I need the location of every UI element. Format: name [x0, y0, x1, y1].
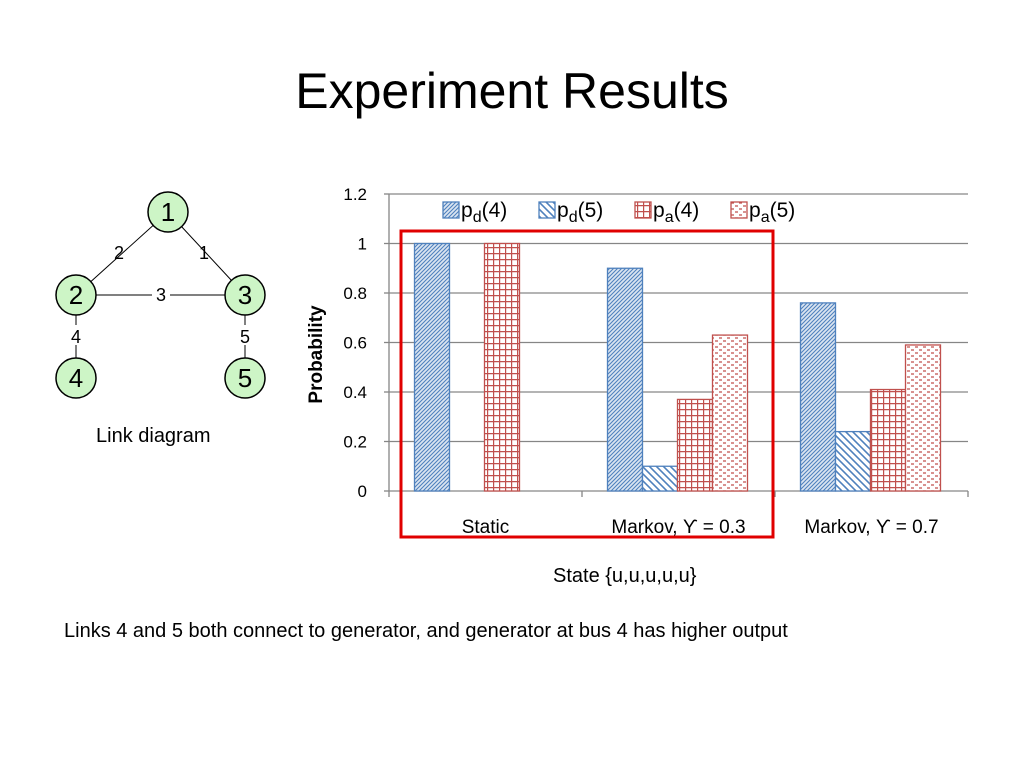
bar — [676, 398, 714, 492]
y-tick-label: 0.4 — [343, 383, 367, 402]
node-5-label: 5 — [238, 363, 252, 393]
node-1 — [147, 191, 189, 233]
link-label-5: 5 — [240, 327, 250, 347]
node-2-label: 2 — [69, 280, 83, 310]
legend-swatch — [538, 201, 556, 219]
footnote-text: Links 4 and 5 both connect to generator,… — [64, 620, 788, 642]
probability-bar-chart: 0 0.2 0.4 0.6 0.8 1 1.2 Probability Static Markov… — [306, 185, 969, 539]
bar — [483, 242, 521, 492]
y-tick-label: 0 — [358, 482, 367, 501]
link-label-3: 3 — [156, 285, 166, 305]
state-caption: State {u,u,u,u,u} — [553, 565, 697, 587]
y-axis-label: Probability — [306, 305, 327, 404]
node-3-label: 3 — [238, 280, 252, 310]
highlight-box — [399, 229, 775, 539]
y-tick-label: 0.8 — [343, 284, 367, 303]
link-diagram-caption: Link diagram — [96, 425, 211, 447]
bar — [641, 465, 679, 492]
bar — [904, 344, 942, 492]
node-4-label: 4 — [69, 363, 83, 393]
node-2 — [55, 274, 97, 316]
node-1-label: 1 — [161, 197, 175, 227]
legend-swatch — [442, 201, 460, 219]
link-label-1: 1 — [199, 243, 209, 263]
legend-entry: pd(4) — [461, 199, 507, 226]
bar — [834, 430, 872, 492]
y-tick-label: 1.2 — [343, 185, 367, 204]
y-tick-label: 0.2 — [343, 433, 367, 452]
legend-entry: pa(5) — [749, 199, 795, 226]
legend-swatch — [634, 201, 652, 219]
link-label-2: 2 — [114, 243, 124, 263]
x-tick-label: Markov, ϒ = 0.7 — [804, 517, 938, 538]
node-3 — [224, 274, 266, 316]
legend-entry: pa(4) — [653, 199, 699, 226]
bar — [711, 334, 749, 492]
y-tick-label: 1 — [358, 235, 367, 254]
node-4 — [55, 357, 97, 399]
legend-entry: pd(5) — [557, 199, 603, 226]
slide-title: Experiment Results — [295, 63, 729, 119]
bar — [869, 388, 907, 492]
x-tick-label: Markov, ϒ = 0.3 — [611, 517, 745, 538]
link-label-4: 4 — [71, 327, 81, 347]
x-tick-label: Static — [462, 517, 510, 538]
bar — [606, 267, 644, 492]
y-tick-label: 0.6 — [343, 334, 367, 353]
bar — [413, 242, 451, 492]
legend-swatch — [730, 201, 748, 219]
bar — [799, 302, 837, 492]
node-5 — [224, 357, 266, 399]
link-diagram: 1 2 3 4 5 1 2 3 4 5 — [55, 191, 266, 399]
